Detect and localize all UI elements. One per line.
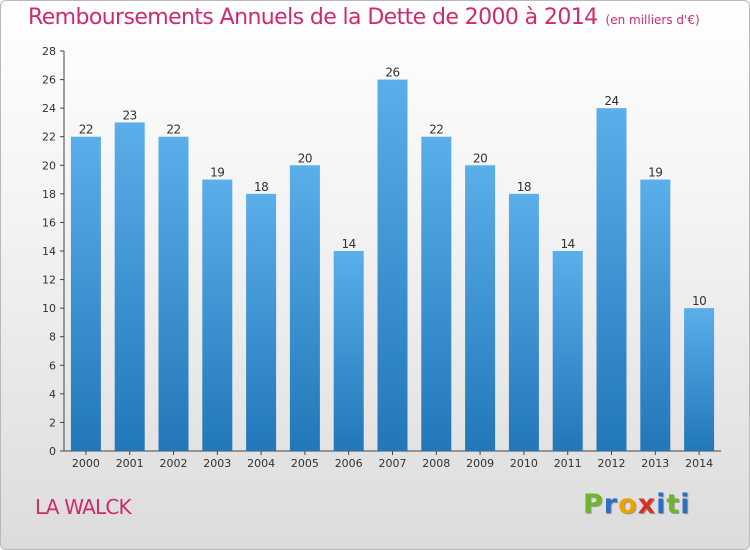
x-tick-label: 2013 [641, 457, 669, 470]
y-tick-label: 18 [42, 188, 56, 201]
data-label: 10 [692, 294, 706, 308]
data-label: 20 [473, 151, 487, 165]
data-label: 20 [298, 151, 312, 165]
data-label: 24 [604, 94, 618, 108]
x-tick-label: 2004 [247, 457, 275, 470]
data-label: 14 [561, 237, 575, 251]
logo-letter: o [618, 489, 638, 520]
data-label: 14 [342, 237, 356, 251]
data-label: 22 [79, 123, 93, 137]
data-label: 23 [123, 108, 137, 122]
y-tick-label: 24 [42, 102, 56, 115]
bar [333, 251, 364, 451]
y-tick-label: 20 [42, 159, 56, 172]
data-label: 19 [648, 166, 662, 180]
x-tick-label: 2011 [554, 457, 582, 470]
logo-letter: t [666, 489, 681, 520]
y-tick-label: 26 [42, 74, 56, 87]
x-tick-label: 2009 [466, 457, 494, 470]
data-label: 22 [166, 123, 180, 137]
x-tick-label: 2008 [422, 457, 450, 470]
bar [465, 165, 496, 452]
data-label: 18 [517, 180, 531, 194]
y-tick-label: 22 [42, 131, 56, 144]
bar [684, 308, 715, 451]
city-name: LA WALCK [35, 495, 132, 519]
y-tick-label: 4 [49, 388, 56, 401]
y-tick-label: 0 [49, 445, 56, 458]
y-tick-label: 12 [42, 274, 56, 287]
logo-letter: x [637, 489, 657, 520]
y-tick-label: 2 [49, 416, 56, 429]
x-tick-label: 2006 [335, 457, 363, 470]
y-tick-label: 28 [42, 45, 56, 58]
bar [552, 251, 583, 451]
x-tick-label: 2014 [685, 457, 713, 470]
chart-unit: (en milliers d'€) [605, 13, 700, 27]
x-tick-label: 2000 [72, 457, 100, 470]
x-tick-label: 2005 [291, 457, 319, 470]
bar [114, 122, 145, 451]
y-tick-label: 14 [42, 245, 56, 258]
bar [202, 179, 233, 452]
bar [508, 193, 539, 451]
x-tick-label: 2007 [379, 457, 407, 470]
data-label: 26 [385, 66, 399, 80]
proxiti-logo: Proxiti [583, 489, 691, 520]
y-tick-label: 6 [49, 359, 56, 372]
bar [289, 165, 320, 452]
data-label: 19 [210, 166, 224, 180]
chart-title-text: Remboursements Annuels de la Dette de 20… [28, 5, 598, 30]
y-tick-label: 10 [42, 302, 56, 315]
x-tick-label: 2003 [203, 457, 231, 470]
bar [246, 193, 277, 451]
logo-letter: P [583, 489, 604, 520]
bar [158, 136, 189, 451]
logo-letter: i [656, 489, 667, 520]
y-tick-label: 8 [49, 331, 56, 344]
x-tick-label: 2010 [510, 457, 538, 470]
y-tick-label: 16 [42, 216, 56, 229]
bar [70, 136, 101, 451]
bar [421, 136, 452, 451]
logo-letter: r [603, 489, 619, 520]
bar [596, 108, 627, 452]
x-tick-label: 2002 [160, 457, 188, 470]
data-label: 18 [254, 180, 268, 194]
chart-title: Remboursements Annuels de la Dette de 20… [28, 5, 700, 30]
bar [640, 179, 671, 452]
x-tick-label: 2001 [116, 457, 144, 470]
bar [377, 79, 408, 452]
data-label: 22 [429, 123, 443, 137]
logo-letter: i [680, 489, 691, 520]
x-tick-label: 2012 [598, 457, 626, 470]
